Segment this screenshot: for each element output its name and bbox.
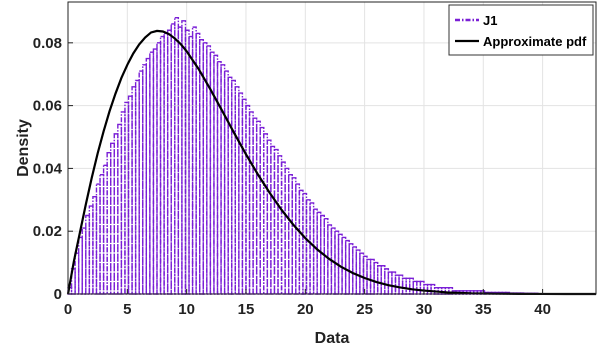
x-tick-label: 10: [178, 301, 195, 318]
legend-label-j1: J1: [483, 13, 497, 28]
y-tick-label: 0: [54, 286, 62, 303]
histogram-bar: [376, 265, 382, 295]
histogram-bar: [391, 271, 397, 295]
approximate-pdf-line: [66, 29, 597, 296]
histogram-bar: [430, 283, 436, 295]
histogram-bar: [426, 283, 432, 295]
histogram-bar-outline: [170, 23, 176, 295]
x-tick-label: 35: [475, 301, 492, 318]
y-axis-label: Density: [15, 119, 32, 177]
histogram-bar: [159, 35, 165, 295]
legend: J1 Approximate pdf: [448, 4, 594, 56]
x-tick-label: 20: [297, 301, 314, 318]
histogram-bar: [74, 252, 80, 295]
histogram-bar-outline: [426, 283, 432, 295]
histogram-bar: [359, 252, 365, 295]
x-axis-ticks: 0 5 10 15 20 25 30 35 40: [64, 289, 551, 318]
y-tick-label: 0.04: [33, 160, 63, 177]
histogram-bar-outline: [174, 16, 180, 295]
x-axis-label: Data: [315, 330, 350, 347]
histogram-bar: [213, 54, 219, 295]
x-tick-label: 0: [64, 301, 72, 318]
histogram-bar-outline: [188, 35, 194, 295]
plot-frame: [67, 1, 597, 295]
histogram-bar: [170, 23, 176, 295]
x-tick-label: 40: [534, 301, 551, 318]
x-tick-label: 25: [356, 301, 373, 318]
histogram-bar-outline: [177, 26, 183, 295]
histogram-bar: [387, 271, 393, 295]
legend-box: [448, 4, 594, 56]
y-tick-label: 0.02: [33, 223, 62, 240]
histogram-bar: [380, 265, 386, 295]
histogram-bar: [188, 35, 194, 295]
histogram-bar: [177, 26, 183, 295]
histogram-bar-outline: [359, 252, 365, 295]
legend-label-approximate-pdf: Approximate pdf: [483, 34, 587, 49]
histogram-bar-outline: [213, 54, 219, 295]
histogram-bar-outline: [376, 265, 382, 295]
y-tick-label: 0.08: [33, 35, 62, 52]
histogram-bar: [174, 16, 180, 295]
histogram-bar-outline: [74, 252, 80, 295]
histogram-bar-outline: [159, 35, 165, 295]
x-tick-label: 5: [123, 301, 131, 318]
x-tick-label: 15: [238, 301, 255, 318]
x-tick-label: 30: [416, 301, 433, 318]
histogram-bar-outline: [391, 271, 397, 295]
y-tick-label: 0.06: [33, 98, 62, 115]
histogram-bar-outline: [430, 283, 436, 295]
histogram-bar-outline: [380, 265, 386, 295]
y-axis-ticks: 0 0.02 0.04 0.06 0.08: [33, 35, 73, 303]
histogram-bar-outline: [387, 271, 393, 295]
